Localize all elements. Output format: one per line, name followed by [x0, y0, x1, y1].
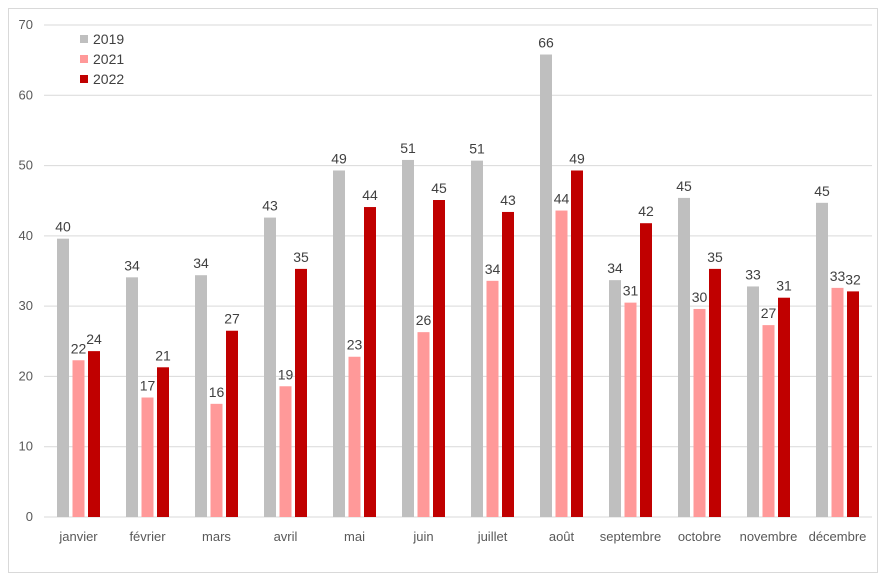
data-label: 34 [485, 261, 501, 277]
bar-2022 [88, 351, 100, 517]
data-label: 66 [538, 35, 554, 51]
bar-2022 [364, 207, 376, 518]
data-label: 51 [469, 141, 485, 157]
data-label: 27 [761, 305, 777, 321]
bar-2022 [640, 223, 652, 517]
data-label: 32 [845, 271, 861, 287]
y-tick-label: 60 [19, 87, 33, 102]
bar-2022 [778, 297, 790, 517]
bar-2021 [141, 397, 154, 517]
data-label: 45 [431, 180, 447, 196]
bar-2022 [709, 268, 721, 517]
data-label: 43 [500, 192, 516, 208]
bar-2021 [693, 308, 706, 517]
bar-2021 [624, 302, 637, 517]
legend-label: 2021 [93, 51, 124, 67]
y-tick-label: 0 [26, 509, 33, 524]
y-tick-label: 30 [19, 298, 33, 313]
data-label: 27 [224, 311, 240, 327]
bar-2019 [57, 238, 69, 517]
data-label: 24 [86, 331, 102, 347]
bar-2021 [279, 386, 292, 517]
x-tick-label: février [129, 529, 166, 544]
legend-swatch-2021 [80, 55, 88, 63]
bar-2022 [502, 211, 514, 517]
bar-2021 [555, 210, 568, 517]
x-tick-label: octobre [678, 529, 721, 544]
bar-2021 [831, 287, 844, 517]
legend-label: 2022 [93, 71, 124, 87]
bar-2022 [847, 291, 859, 517]
data-label: 19 [278, 366, 294, 382]
bar-2022 [295, 268, 307, 517]
y-tick-label: 20 [19, 368, 33, 383]
data-label: 43 [262, 198, 278, 214]
bar-2022 [226, 330, 238, 517]
x-tick-label: mai [344, 529, 365, 544]
bar-2019 [333, 170, 345, 517]
bar-2019 [540, 54, 552, 518]
bar-2019 [816, 202, 828, 517]
data-label: 44 [362, 187, 378, 203]
bar-2021 [762, 325, 775, 517]
data-label: 49 [331, 150, 347, 166]
x-tick-label: novembre [740, 529, 798, 544]
data-label: 16 [209, 384, 225, 400]
bar-2019 [195, 275, 207, 517]
x-tick-label: septembre [600, 529, 661, 544]
bar-2022 [157, 367, 169, 517]
data-label: 17 [140, 378, 156, 394]
bar-2021 [417, 332, 430, 517]
bar-2021 [210, 403, 223, 517]
data-label: 44 [554, 191, 570, 207]
x-tick-label: avril [274, 529, 298, 544]
data-label: 34 [193, 255, 209, 271]
bar-2021 [348, 356, 361, 517]
x-tick-label: janvier [58, 529, 98, 544]
data-label: 34 [124, 257, 140, 273]
data-label: 26 [416, 312, 432, 328]
y-tick-label: 10 [19, 439, 33, 454]
data-label: 22 [71, 340, 87, 356]
x-tick-label: mars [202, 529, 231, 544]
data-label: 33 [745, 266, 761, 282]
y-tick-label: 40 [19, 228, 33, 243]
data-label: 49 [569, 150, 585, 166]
x-tick-label: juillet [477, 529, 508, 544]
data-label: 42 [638, 203, 654, 219]
bar-2019 [126, 277, 138, 517]
data-label: 40 [55, 219, 71, 235]
bar-2019 [747, 286, 759, 517]
legend-swatch-2019 [80, 35, 88, 43]
bar-2021 [486, 280, 499, 517]
data-label: 51 [400, 140, 416, 156]
x-tick-label: décembre [809, 529, 867, 544]
legend-swatch-2022 [80, 75, 88, 83]
y-tick-label: 70 [19, 17, 33, 32]
bar-2021 [72, 360, 85, 517]
data-label: 21 [155, 347, 171, 363]
x-tick-label: juin [412, 529, 433, 544]
data-label: 31 [623, 283, 639, 299]
legend-label: 2019 [93, 31, 124, 47]
data-label: 23 [347, 337, 363, 353]
data-label: 45 [814, 183, 830, 199]
data-label: 31 [776, 278, 792, 294]
data-label: 35 [293, 249, 309, 265]
data-label: 33 [830, 268, 846, 284]
data-label: 35 [707, 249, 723, 265]
data-label: 34 [607, 260, 623, 276]
y-tick-label: 50 [19, 158, 33, 173]
data-label: 30 [692, 289, 708, 305]
bar-2019 [678, 197, 690, 517]
bar-2019 [609, 280, 621, 517]
bar-2019 [402, 159, 414, 517]
bar-2019 [471, 160, 483, 517]
bar-2022 [571, 170, 583, 517]
x-tick-label: août [549, 529, 575, 544]
data-label: 45 [676, 178, 692, 194]
bar-2022 [433, 200, 445, 518]
bar-2019 [264, 217, 276, 517]
